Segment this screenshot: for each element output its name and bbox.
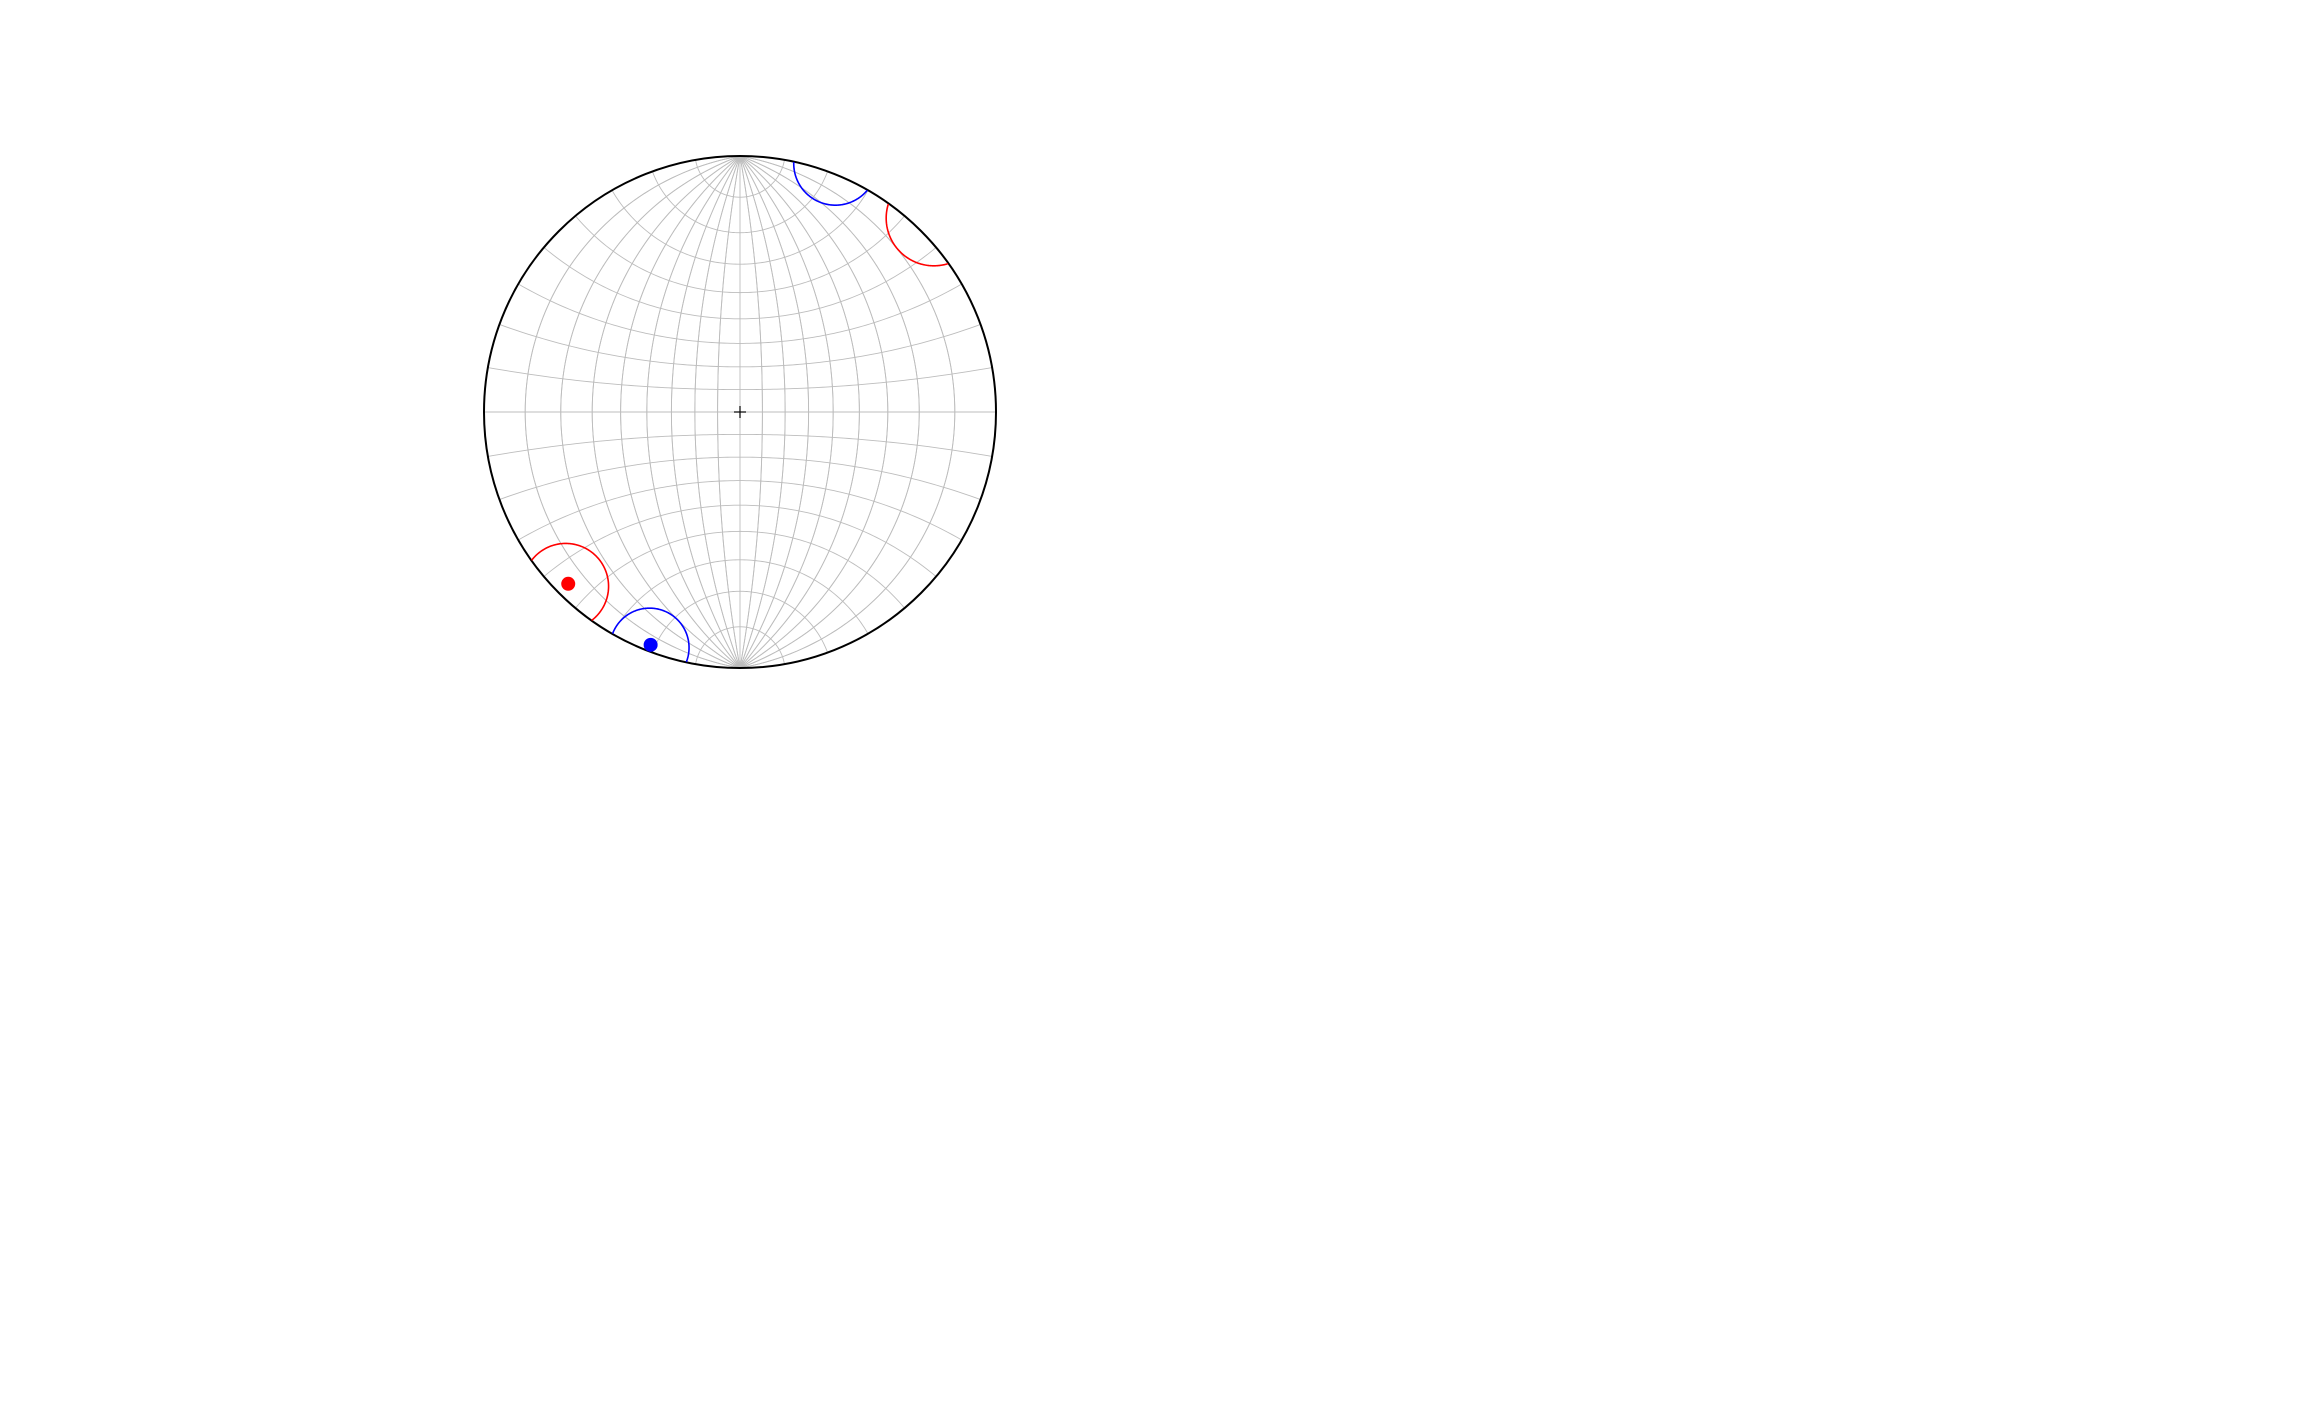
- stereonet-group: [484, 156, 996, 668]
- cone-red-antipode: [886, 204, 948, 266]
- stereonet: [0, 0, 2304, 1423]
- pole-blue: [644, 638, 658, 652]
- pole-red: [561, 577, 575, 591]
- figure-canvas: [0, 0, 2304, 1423]
